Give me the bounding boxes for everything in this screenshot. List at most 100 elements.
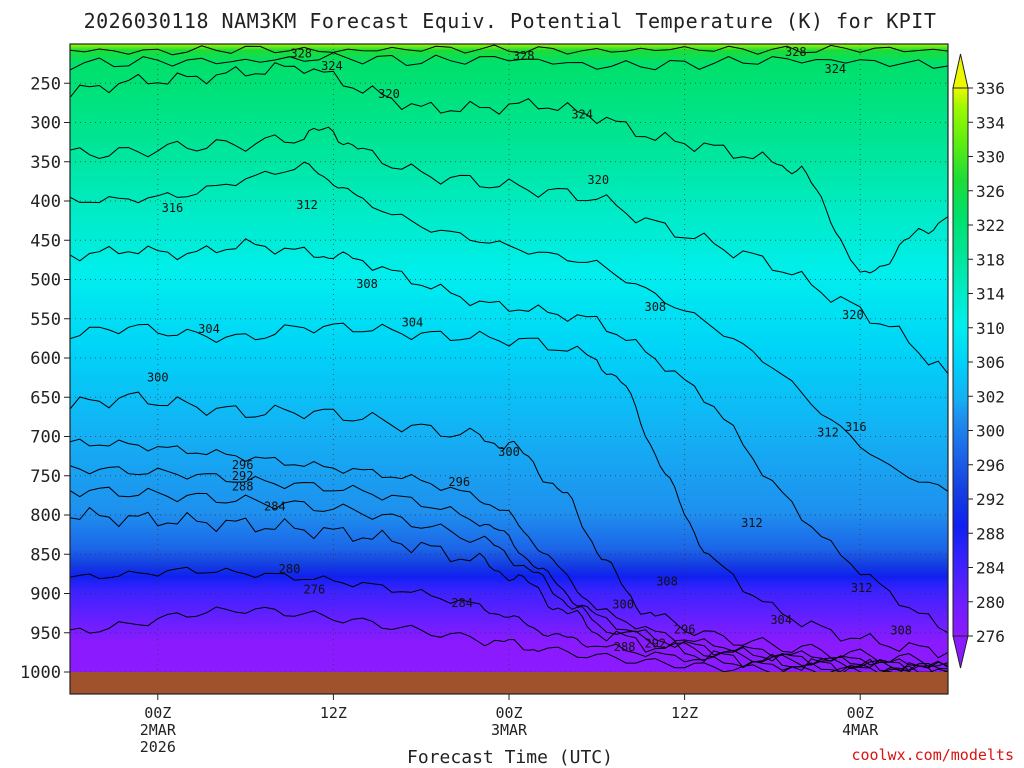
contour-label: 324 [824, 62, 846, 76]
contour-label: 284 [451, 596, 473, 610]
y-tick-label: 750 [30, 467, 61, 487]
ground-below-surface [70, 672, 948, 694]
y-tick-label: 550 [30, 310, 61, 330]
colorbar-ticks: 336 334 330 326 322 318 314 310 306 302 300 296 292 2… [968, 79, 1005, 646]
contour-label: 292 [232, 469, 254, 483]
contour-label: 312 [296, 198, 318, 212]
y-tick-label: 900 [30, 585, 61, 605]
y-tick-label: 850 [30, 545, 61, 565]
contour-label: 296 [232, 458, 254, 472]
contour-line [70, 606, 948, 672]
contour-label: 312 [817, 426, 839, 440]
x-axis: 00Z 2MAR 2026 12Z 00Z 3MAR 12Z 00Z 4MAR [140, 694, 879, 756]
y-tick-label: 500 [30, 271, 61, 291]
contour-label: 312 [851, 581, 873, 595]
colorbar: 336 334 330 326 322 318 314 310 306 302 300 296 292 2… [952, 53, 1005, 669]
credit-link[interactable]: coolwx.com/modelts [851, 746, 1014, 764]
x-tick-label: 00Z 4MAR [842, 704, 879, 739]
chart-title: 2026030118 NAM3KM Forecast Equiv. Potent… [84, 9, 937, 33]
y-tick-label: 1000 [20, 663, 61, 683]
x-tick-label: 12Z [671, 704, 698, 722]
y-tick-label: 650 [30, 388, 61, 408]
colorbar-tick-label: 306 [976, 353, 1005, 372]
contour-line [70, 566, 948, 672]
contour-lines [70, 44, 948, 672]
colorbar-tick-label: 336 [976, 79, 1005, 98]
contour-label: 328 [513, 49, 535, 63]
y-tick-label: 400 [30, 192, 61, 212]
colorbar-tick-label: 288 [976, 524, 1005, 543]
contour-line [70, 391, 948, 668]
contour-label: 328 [290, 46, 312, 60]
colorbar-tick-label: 318 [976, 250, 1005, 269]
contour-line [70, 506, 948, 672]
y-tick-label: 700 [30, 428, 61, 448]
contour-label: 308 [356, 277, 378, 291]
contour-line [70, 126, 948, 375]
colorbar-tick-label: 326 [976, 182, 1005, 201]
contour-line [70, 62, 948, 274]
colorbar-tick-label: 310 [976, 319, 1005, 338]
contour-label: 280 [279, 562, 301, 576]
contour-label: 324 [321, 59, 343, 73]
colorbar-tick-label: 292 [976, 490, 1005, 509]
colorbar-tick-label: 296 [976, 456, 1005, 475]
x-axis-label: Forecast Time (UTC) [407, 747, 613, 768]
contour-label: 300 [612, 597, 634, 611]
contour-label: 292 [644, 637, 666, 651]
contour-line [70, 161, 948, 492]
y-tick-label: 800 [30, 506, 61, 526]
colorbar-tick-label: 284 [976, 559, 1005, 578]
contour-label: 312 [741, 516, 763, 530]
contour-label: 316 [845, 420, 867, 434]
contour-label: 288 [614, 640, 636, 654]
colorbar-tick-label: 276 [976, 627, 1005, 646]
theta-e-field [70, 44, 948, 672]
contour-label: 308 [890, 623, 912, 637]
x-tick-label: 12Z [320, 704, 347, 722]
y-tick-label: 450 [30, 231, 61, 251]
colorbar-tick-label: 280 [976, 593, 1005, 612]
contour-label: 308 [656, 575, 678, 589]
contour-label: 320 [378, 87, 400, 101]
colorbar-tick-label: 330 [976, 148, 1005, 167]
contour-label: 296 [448, 475, 470, 489]
contour-label: 304 [198, 322, 220, 336]
y-tick-label: 600 [30, 349, 61, 369]
contour-label: 304 [770, 613, 792, 627]
contour-label: 320 [587, 173, 609, 187]
colorbar-tick-label: 322 [976, 216, 1005, 235]
contour-line [70, 44, 948, 56]
y-tick-label: 950 [30, 624, 61, 644]
y-tick-label: 300 [30, 114, 61, 134]
contour-label: 308 [644, 300, 666, 314]
contour-label: 324 [571, 108, 593, 122]
contour-label: 304 [402, 316, 424, 330]
colorbar-max-arrow [952, 53, 969, 89]
contour-label: 328 [785, 45, 807, 59]
contour-line [70, 322, 948, 659]
contour-line [70, 465, 948, 672]
colorbar-min-arrow [952, 635, 969, 669]
contour-line [70, 486, 948, 672]
contour-label: 300 [498, 445, 520, 459]
x-tick-label: 00Z 2MAR 2026 [140, 704, 177, 756]
colorbar-scale [952, 87, 969, 637]
contour-label: 300 [147, 371, 169, 385]
contour-line [70, 238, 948, 634]
contour-labels: 328 324 328 328 324 320 324 320 316 312 308 304 304 3… [147, 45, 912, 654]
y-tick-label: 250 [30, 74, 61, 94]
contour-line [70, 52, 948, 71]
y-tick-label: 350 [30, 153, 61, 173]
contour-label: 284 [264, 499, 286, 513]
y-axis: 250 300 350 400 450 500 550 600 650 700 750 800 850 9… [20, 74, 70, 683]
contour-label: 320 [842, 308, 864, 322]
colorbar-tick-label: 334 [976, 113, 1005, 132]
contour-label: 288 [232, 480, 254, 494]
plot-area: 328 324 328 328 324 320 324 320 316 312 308 304 304 3… [69, 43, 949, 695]
contour-label: 316 [162, 201, 184, 215]
colorbar-tick-label: 300 [976, 422, 1005, 441]
colorbar-tick-label: 314 [976, 285, 1005, 304]
x-tick-label: 00Z 3MAR [491, 704, 528, 739]
